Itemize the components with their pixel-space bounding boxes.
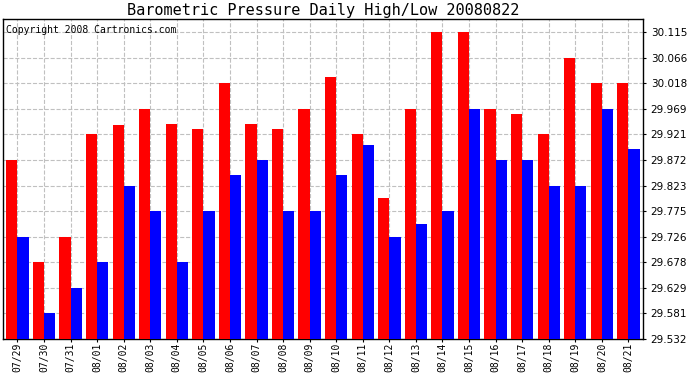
Bar [310, 211, 321, 339]
Bar [124, 186, 135, 339]
Bar [416, 224, 427, 339]
Bar [484, 109, 495, 339]
Bar [204, 211, 215, 339]
Bar [564, 58, 575, 339]
Bar [139, 109, 150, 339]
Bar [549, 186, 560, 339]
Bar [86, 134, 97, 339]
Bar [495, 160, 506, 339]
Bar [389, 237, 400, 339]
Text: Copyright 2008 Cartronics.com: Copyright 2008 Cartronics.com [6, 26, 177, 35]
Bar [363, 145, 374, 339]
Bar [336, 175, 347, 339]
Bar [150, 211, 161, 339]
Bar [59, 237, 70, 339]
Bar [575, 186, 586, 339]
Bar [602, 109, 613, 339]
Bar [44, 313, 55, 339]
Bar [629, 149, 640, 339]
Bar [177, 262, 188, 339]
Bar [458, 32, 469, 339]
Bar [257, 160, 268, 339]
Bar [431, 32, 442, 339]
Bar [272, 129, 283, 339]
Bar [230, 175, 241, 339]
Bar [469, 109, 480, 339]
Bar [591, 83, 602, 339]
Bar [166, 124, 177, 339]
Bar [522, 160, 533, 339]
Title: Barometric Pressure Daily High/Low 20080822: Barometric Pressure Daily High/Low 20080… [127, 3, 519, 18]
Bar [352, 134, 363, 339]
Bar [283, 211, 294, 339]
Bar [70, 288, 81, 339]
Bar [219, 83, 230, 339]
Bar [246, 124, 257, 339]
Bar [511, 114, 522, 339]
Bar [405, 109, 416, 339]
Bar [112, 124, 124, 339]
Bar [97, 262, 108, 339]
Bar [538, 134, 549, 339]
Bar [6, 160, 17, 339]
Bar [378, 198, 389, 339]
Bar [618, 83, 629, 339]
Bar [193, 129, 204, 339]
Bar [299, 109, 310, 339]
Bar [442, 211, 453, 339]
Bar [17, 237, 28, 339]
Bar [33, 262, 44, 339]
Bar [325, 77, 336, 339]
